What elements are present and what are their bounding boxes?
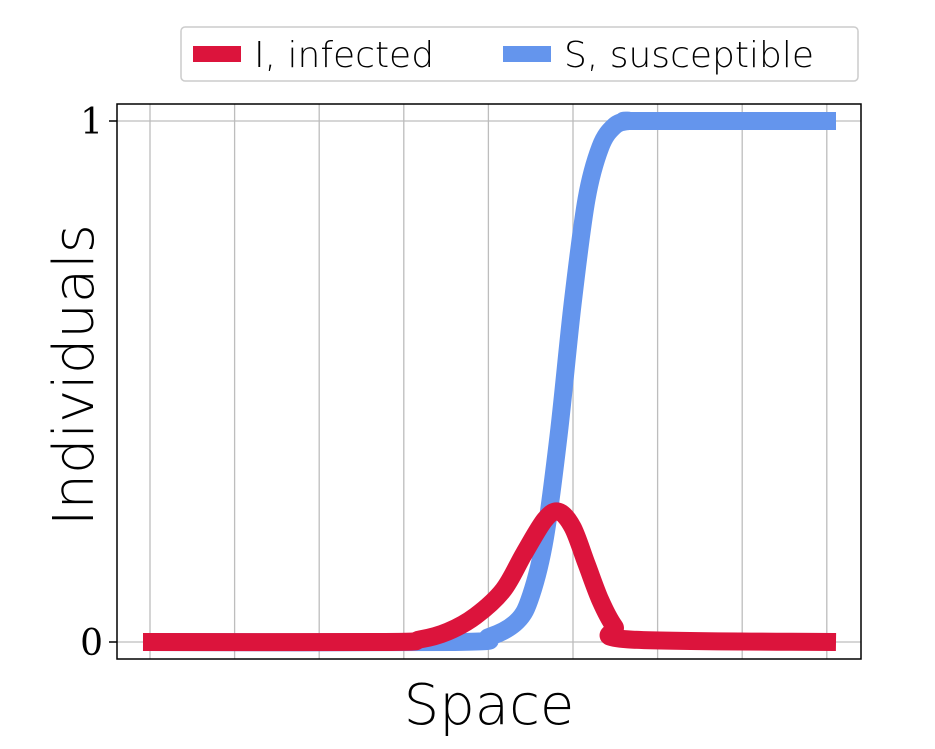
grid bbox=[117, 104, 861, 659]
plot-area-frame bbox=[116, 103, 862, 660]
legend: I, infected S, susceptible bbox=[180, 26, 859, 82]
y-tick-label: 1 bbox=[80, 102, 103, 143]
legend-label-susceptible: S, susceptible bbox=[564, 35, 814, 76]
y-axis-ticks: 01 bbox=[80, 102, 117, 664]
series-line-infected bbox=[142, 502, 837, 652]
legend-swatch-susceptible bbox=[503, 46, 551, 62]
series-lines bbox=[142, 111, 837, 652]
series-line-susceptible bbox=[142, 111, 836, 652]
y-tick-label: 0 bbox=[80, 623, 103, 664]
legend-swatch-infected bbox=[193, 46, 241, 62]
legend-label-infected: I, infected bbox=[254, 35, 434, 76]
y-axis-label: Individuals bbox=[42, 224, 107, 526]
x-axis-label: Space bbox=[404, 673, 575, 738]
